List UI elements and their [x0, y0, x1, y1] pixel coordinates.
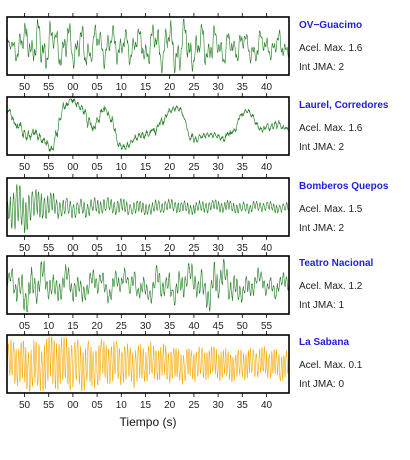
tick-label: 05 — [92, 400, 104, 411]
panel-frame — [6, 96, 290, 156]
station-info-4: La Sabana Acel. Max. 0.1 Int JMA: 0 — [299, 337, 407, 390]
tick-label: 15 — [67, 321, 79, 332]
tick-label: 30 — [213, 400, 225, 411]
panel-frame — [6, 255, 290, 315]
tick-label: 40 — [261, 162, 273, 173]
station-name: Teatro Nacional — [299, 258, 374, 269]
tick-label: 50 — [19, 82, 31, 93]
jma-intensity: Int JMA: 2 — [299, 62, 345, 73]
tick-label: 55 — [261, 321, 273, 332]
tick-label: 25 — [116, 321, 128, 332]
station-name: La Sabana — [299, 337, 350, 348]
jma-intensity: Int JMA: 1 — [299, 300, 345, 311]
tick-label: 00 — [67, 82, 79, 93]
tick-label: 40 — [261, 400, 273, 411]
tick-label: 15 — [140, 82, 152, 93]
peak-acceleration: Acel. Max. 1.6 — [299, 123, 363, 134]
tick-label: 55 — [43, 82, 55, 93]
tick-label: 35 — [237, 400, 249, 411]
tick-label: 20 — [164, 162, 176, 173]
tick-label: 30 — [213, 243, 225, 254]
tick-label: 05 — [19, 321, 31, 332]
tick-label: 40 — [261, 243, 273, 254]
jma-intensity: Int JMA: 0 — [299, 379, 345, 390]
tick-label: 50 — [237, 321, 249, 332]
tick-label: 20 — [164, 82, 176, 93]
station-info-0: OV−Guacimo Acel. Max. 1.6 Int JMA: 2 — [299, 20, 407, 73]
station-name: Bomberos Quepos — [299, 181, 389, 192]
tick-label: 05 — [92, 243, 104, 254]
waveform-trace — [7, 18, 289, 74]
tick-label: 50 — [19, 243, 31, 254]
station-info-1: Laurel, Corredores Acel. Max. 1.6 Int JM… — [299, 100, 407, 153]
station-name: Laurel, Corredores — [299, 100, 389, 111]
peak-acceleration: Acel. Max. 0.1 — [299, 360, 363, 371]
tick-label: 50 — [19, 400, 31, 411]
panel-1: 50 55 00 05 10 15 20 25 30 35 40 — [6, 93, 290, 173]
waveform-trace — [7, 336, 289, 392]
tick-label: 35 — [164, 321, 176, 332]
tick-label: 50 — [19, 162, 31, 173]
panel-2: 50 55 00 05 10 15 20 25 30 35 40 — [6, 174, 290, 254]
tick-label: 55 — [43, 162, 55, 173]
tick-label: 15 — [140, 162, 152, 173]
panel-0: 50 55 00 05 10 15 20 25 30 35 40 — [6, 13, 290, 93]
tick-label: 55 — [43, 243, 55, 254]
tick-label: 35 — [237, 82, 249, 93]
panel-frame — [6, 16, 290, 76]
tick-label: 30 — [213, 162, 225, 173]
tick-label: 25 — [188, 82, 200, 93]
peak-acceleration: Acel. Max. 1.2 — [299, 281, 363, 292]
x-axis-label: Tiempo (s) — [120, 415, 177, 429]
panel-4: 50 55 00 05 10 15 20 25 30 35 40 — [6, 331, 290, 411]
tick-label: 55 — [43, 400, 55, 411]
tick-label: 10 — [116, 82, 128, 93]
tick-label: 00 — [67, 400, 79, 411]
station-info-2: Bomberos Quepos Acel. Max. 1.5 Int JMA: … — [299, 181, 407, 234]
tick-label: 40 — [188, 321, 200, 332]
jma-intensity: Int JMA: 2 — [299, 223, 345, 234]
tick-label: 05 — [92, 82, 104, 93]
tick-label: 00 — [67, 162, 79, 173]
waveform-trace — [7, 98, 289, 152]
station-name: OV−Guacimo — [299, 20, 363, 31]
waveform-trace — [7, 258, 289, 313]
tick-label: 30 — [140, 321, 152, 332]
tick-label: 15 — [140, 400, 152, 411]
peak-acceleration: Acel. Max. 1.5 — [299, 204, 363, 215]
tick-label: 45 — [213, 321, 225, 332]
tick-label: 00 — [67, 243, 79, 254]
peak-acceleration: Acel. Max. 1.6 — [299, 43, 363, 54]
tick-label: 20 — [164, 243, 176, 254]
tick-label: 10 — [116, 162, 128, 173]
tick-label: 25 — [188, 400, 200, 411]
tick-label: 10 — [43, 321, 55, 332]
tick-label: 35 — [237, 162, 249, 173]
tick-label: 10 — [116, 243, 128, 254]
waveform-trace — [7, 183, 289, 234]
panel-frame — [6, 334, 290, 394]
tick-label: 05 — [92, 162, 104, 173]
station-info-3: Teatro Nacional Acel. Max. 1.2 Int JMA: … — [299, 258, 407, 311]
tick-label: 30 — [213, 82, 225, 93]
jma-intensity: Int JMA: 2 — [299, 142, 345, 153]
tick-label: 15 — [140, 243, 152, 254]
tick-label: 20 — [164, 400, 176, 411]
tick-label: 35 — [237, 243, 249, 254]
tick-label: 10 — [116, 400, 128, 411]
tick-label: 25 — [188, 243, 200, 254]
panel-3: 05 10 15 20 25 30 35 40 45 50 55 — [6, 252, 290, 332]
tick-label: 40 — [261, 82, 273, 93]
panel-frame — [6, 177, 290, 237]
tick-label: 20 — [92, 321, 104, 332]
tick-label: 25 — [188, 162, 200, 173]
